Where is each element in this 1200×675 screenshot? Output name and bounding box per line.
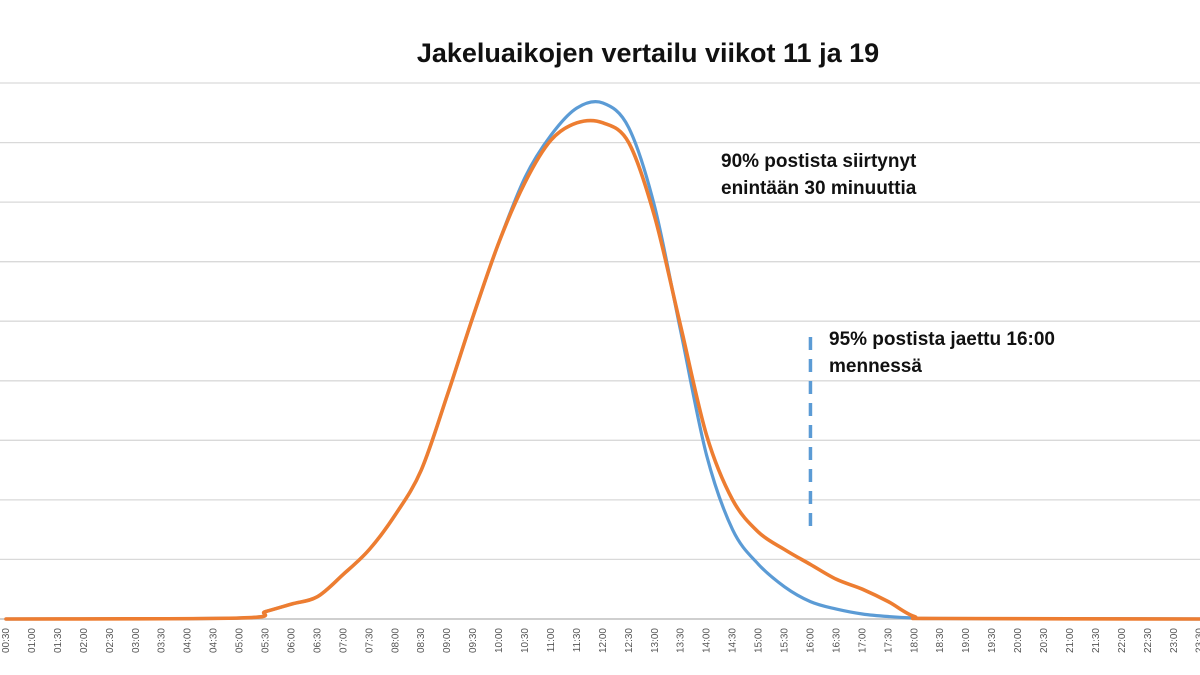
x-tick-label: 08:00	[390, 628, 401, 653]
x-tick-label: 15:00	[754, 628, 765, 653]
x-tick-label: 16:30	[831, 628, 842, 653]
x-tick-label: 07:30	[364, 628, 375, 653]
chart-title: Jakeluaikojen vertailu viikot 11 ja 19	[417, 38, 879, 68]
series-lines	[4, 100, 1200, 621]
x-tick-label: 13:30	[676, 628, 687, 653]
x-tick-label: 20:00	[1013, 628, 1024, 653]
annotations: 90% postista siirtynyt enintään 30 minuut…	[721, 151, 1055, 377]
x-tick-label: 22:00	[1117, 628, 1128, 653]
x-tick-label: 09:00	[442, 628, 453, 653]
series-line-2	[4, 118, 1200, 621]
x-tick-label: 20:30	[1039, 628, 1050, 653]
x-tick-label: 04:00	[183, 628, 194, 653]
x-tick-label: 23:00	[1169, 628, 1180, 653]
annotation-2-line-2: mennessä	[829, 356, 922, 377]
x-tick-label: 06:30	[312, 628, 323, 653]
x-tick-label: 10:00	[494, 628, 505, 653]
x-tick-label: 12:00	[598, 628, 609, 653]
x-tick-label: 18:00	[909, 628, 920, 653]
x-tick-label: 09:30	[468, 628, 479, 653]
x-tick-label: 05:30	[261, 628, 272, 653]
x-tick-label: 21:30	[1091, 628, 1102, 653]
x-tick-label: 00:30	[1, 628, 12, 653]
x-tick-label: 22:30	[1143, 628, 1154, 653]
x-tick-label: 10:30	[520, 628, 531, 653]
x-tick-label: 21:00	[1065, 628, 1076, 653]
x-tick-label: 14:00	[702, 628, 713, 653]
x-tick-label: 23:30	[1195, 628, 1200, 653]
x-tick-label: 17:00	[857, 628, 868, 653]
x-tick-label: 14:30	[728, 628, 739, 653]
x-tick-label: 06:00	[286, 628, 297, 653]
x-tick-label: 01:30	[53, 628, 64, 653]
x-tick-label: 03:30	[157, 628, 168, 653]
x-tick-label: 02:30	[105, 628, 116, 653]
x-tick-label: 19:30	[987, 628, 998, 653]
x-tick-label: 08:30	[416, 628, 427, 653]
x-tick-label: 11:00	[546, 628, 557, 653]
x-tick-label: 12:30	[624, 628, 635, 653]
x-tick-label: 18:30	[935, 628, 946, 653]
x-tick-label: 15:30	[780, 628, 791, 653]
x-tick-label: 05:00	[235, 628, 246, 653]
x-tick-label: 16:00	[805, 628, 816, 653]
annotation-1-line-1: 90% postista siirtynyt	[721, 151, 917, 172]
x-tick-label: 01:00	[27, 628, 38, 653]
x-tick-label: 04:30	[209, 628, 220, 653]
x-tick-label: 13:00	[650, 628, 661, 653]
x-tick-label: 19:00	[961, 628, 972, 653]
x-tick-label: 17:30	[883, 628, 894, 653]
x-tick-label: 02:00	[79, 628, 90, 653]
x-tick-label: 11:30	[572, 628, 583, 653]
annotation-2-line-1: 95% postista jaettu 16:00	[829, 329, 1055, 350]
x-tick-label: 03:00	[131, 628, 142, 653]
gridlines	[0, 82, 1200, 561]
x-tick-label: 07:00	[338, 628, 349, 653]
x-tick-labels: 00:30 01:00 01:30 02:00 02:30 03:00 03:30 04:00…	[1, 628, 1200, 653]
annotation-1-line-2: enintään 30 minuuttia	[721, 178, 917, 199]
